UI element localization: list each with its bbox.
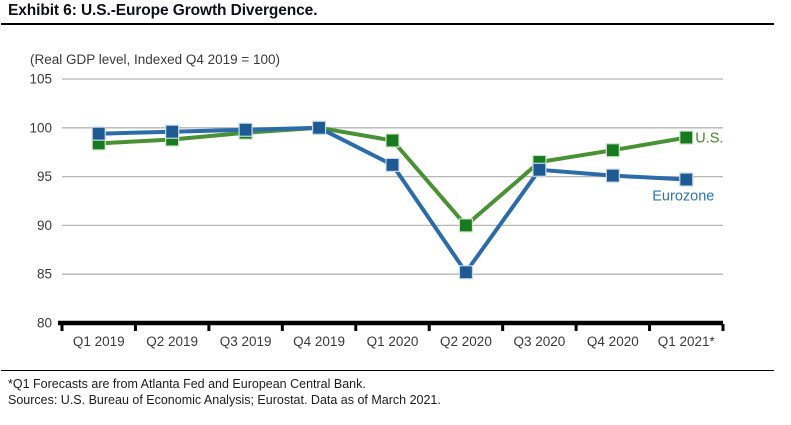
exhibit-title: Exhibit 6: U.S.-Europe Growth Divergence… — [8, 2, 318, 19]
x-tick-label: Q1 2019 — [73, 334, 125, 349]
footnote-rule — [1, 370, 774, 371]
y-tick-label: 95 — [37, 169, 52, 184]
title-rule — [1, 23, 774, 25]
footnote-forecast: *Q1 Forecasts are from Atlanta Fed and E… — [8, 377, 366, 391]
eurozone-series-label: Eurozone — [652, 189, 714, 205]
gdp-line-chart: 80 85 90 95 100 105 Q1 2019 Q2 2019 Q3 2019 Q4 20… — [29, 72, 725, 349]
eurozone-marker-2 — [238, 122, 253, 137]
x-tick-label: Q4 2019 — [293, 334, 345, 349]
x-tick-label: Q2 2020 — [440, 334, 492, 349]
eurozone-marker-7 — [605, 168, 620, 183]
chart-subtitle: (Real GDP level, Indexed Q4 2019 = 100) — [30, 52, 281, 67]
y-tick-label: 100 — [29, 120, 52, 135]
eurozone-marker-3 — [311, 120, 327, 135]
eurozone-marker-6 — [532, 162, 547, 177]
x-tick-label: Q1 2020 — [367, 334, 419, 349]
us-marker-4 — [385, 133, 400, 148]
us-marker-8 — [679, 130, 694, 145]
us-marker-5 — [458, 218, 474, 233]
footnote-sources: Sources: U.S. Bureau of Economic Analysi… — [8, 393, 441, 407]
y-tick-label: 90 — [37, 218, 52, 233]
us-marker-7 — [605, 143, 620, 158]
eurozone-marker-8 — [679, 172, 694, 187]
eurozone-marker-5 — [458, 265, 474, 280]
y-tick-label: 85 — [37, 267, 52, 282]
eurozone-line — [98, 125, 687, 276]
eurozone-marker-1 — [165, 124, 180, 139]
eurozone-marker-4 — [385, 157, 400, 172]
x-tick-label: Q3 2019 — [220, 334, 272, 349]
y-tick-label: 105 — [29, 72, 52, 87]
x-tick-label: Q1 2021* — [658, 334, 716, 349]
y-tick-label: 80 — [37, 316, 52, 331]
x-tick-label: Q3 2020 — [513, 334, 565, 349]
x-tick-label: Q4 2020 — [587, 334, 639, 349]
us-series-label: U.S. — [695, 131, 723, 147]
eurozone-marker-0 — [91, 126, 106, 141]
x-tick-label: Q2 2019 — [146, 334, 198, 349]
